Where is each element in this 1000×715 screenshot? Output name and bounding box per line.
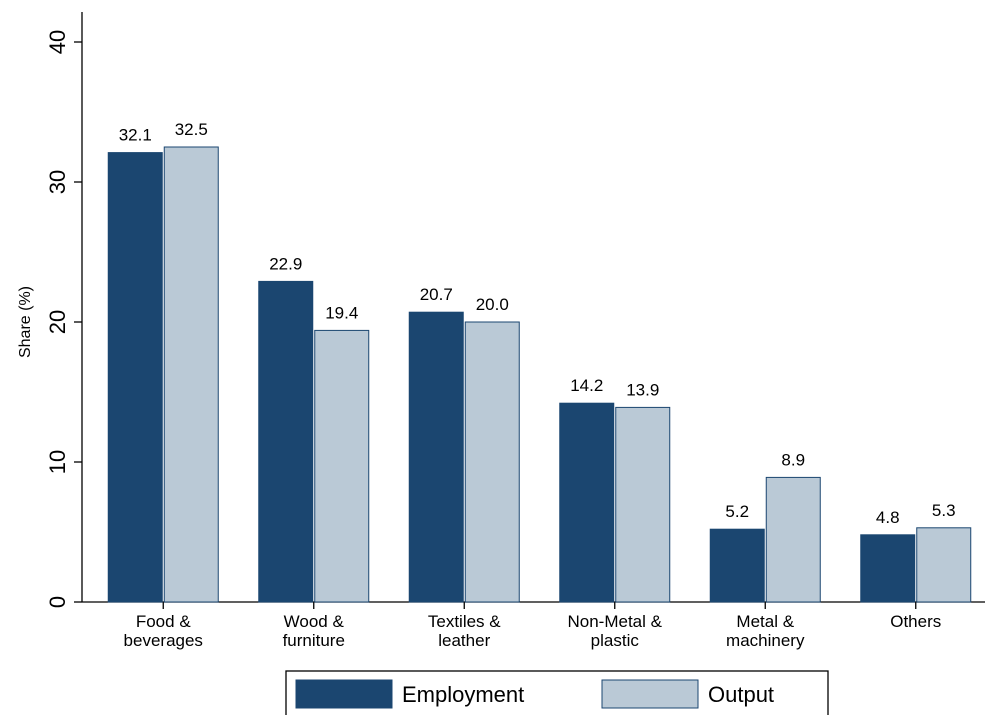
data-label: 14.2 bbox=[570, 376, 603, 395]
y-tick-label: 0 bbox=[45, 596, 70, 608]
legend-label-output: Output bbox=[708, 682, 774, 707]
y-tick-label: 40 bbox=[45, 30, 70, 54]
data-label: 4.8 bbox=[876, 508, 900, 527]
category-label: furniture bbox=[283, 631, 345, 650]
category-label: Non-Metal & bbox=[568, 612, 663, 631]
bar-output bbox=[314, 329, 370, 603]
bar-employment bbox=[107, 152, 163, 603]
category-labels: Food &beverages Wood &furniture Textiles &… bbox=[124, 612, 942, 650]
category-label: Wood & bbox=[284, 612, 345, 631]
data-label: 5.3 bbox=[932, 501, 956, 520]
category-label: Metal & bbox=[736, 612, 794, 631]
legend-label-employment: Employment bbox=[402, 682, 524, 707]
data-label: 13.9 bbox=[626, 380, 659, 399]
data-label: 19.4 bbox=[325, 303, 358, 322]
data-label: 5.2 bbox=[725, 502, 749, 521]
y-tick-label: 30 bbox=[45, 170, 70, 194]
category-label: Food & bbox=[136, 612, 191, 631]
data-label: 22.9 bbox=[269, 254, 302, 273]
bar-employment bbox=[709, 528, 765, 603]
bar-output bbox=[765, 476, 821, 603]
y-axis-title: Share (%) bbox=[17, 286, 34, 358]
bar-output bbox=[615, 406, 671, 603]
data-label: 32.5 bbox=[175, 120, 208, 139]
y-axis: 0 10 20 30 40 bbox=[45, 12, 83, 608]
x-axis bbox=[82, 601, 985, 609]
data-label: 20.0 bbox=[476, 295, 509, 314]
category-label: Textiles & bbox=[428, 612, 501, 631]
legend-swatch-employment bbox=[295, 679, 393, 709]
data-label: 8.9 bbox=[781, 450, 805, 469]
legend: Employment Output bbox=[285, 670, 829, 715]
category-label: Others bbox=[890, 612, 941, 631]
bar-employment bbox=[559, 402, 615, 603]
y-tick-label: 20 bbox=[45, 310, 70, 334]
category-label: machinery bbox=[726, 631, 805, 650]
y-tick-label: 10 bbox=[45, 450, 70, 474]
bar-employment bbox=[408, 311, 464, 603]
bar-employment bbox=[258, 280, 314, 603]
category-label: beverages bbox=[124, 631, 203, 650]
data-label: 20.7 bbox=[420, 285, 453, 304]
bar-employment bbox=[860, 534, 916, 603]
category-label: leather bbox=[438, 631, 490, 650]
legend-swatch-output bbox=[601, 679, 699, 709]
bar-output bbox=[916, 527, 972, 603]
category-label: plastic bbox=[591, 631, 640, 650]
data-label: 32.1 bbox=[119, 126, 152, 145]
value-labels: 32.1 32.5 22.9 19.4 20.7 20.0 14.2 13.9 5.2 8.9 4.… bbox=[119, 120, 956, 527]
bar-output bbox=[464, 321, 520, 603]
bar-output bbox=[163, 146, 219, 603]
bars bbox=[107, 146, 972, 603]
